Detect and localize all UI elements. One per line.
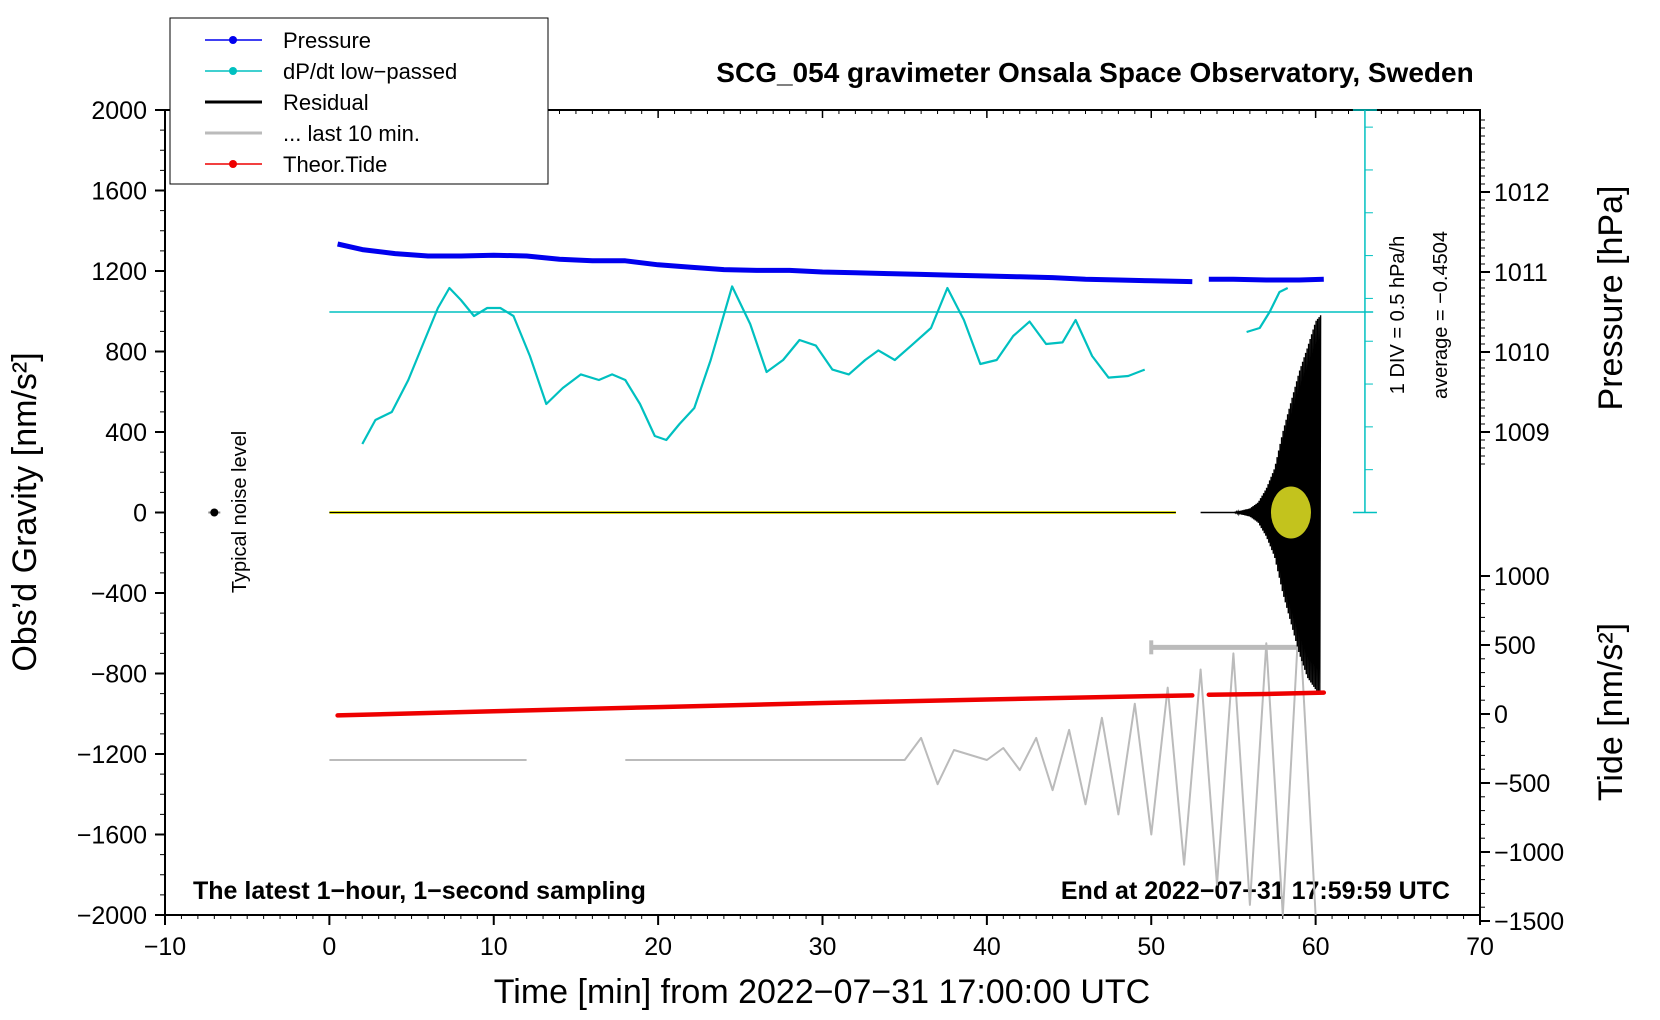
tide-line xyxy=(1206,690,1327,697)
x-tick-label: 10 xyxy=(480,933,508,961)
pressure-tick-label: 1009 xyxy=(1494,419,1550,447)
residual-oscillation xyxy=(1200,315,1322,694)
dpdt-average-label: average = −0.4504 xyxy=(1430,231,1452,399)
y-axis-label-left: Obs’d Gravity [nm/s²] xyxy=(6,352,44,671)
y-tick-label: −400 xyxy=(91,580,147,608)
legend-label: ... last 10 min. xyxy=(283,121,420,146)
y-tick-label: 400 xyxy=(105,419,147,447)
x-tick-label: 30 xyxy=(809,933,837,961)
tide-tick-label: 500 xyxy=(1494,632,1536,660)
y-tick-label: −1600 xyxy=(77,822,147,850)
legend-marker xyxy=(229,67,237,75)
y-axis-label-tide: Tide [nm/s²] xyxy=(1592,623,1630,801)
dpdt-line xyxy=(361,285,1146,445)
noise-dot xyxy=(210,508,219,517)
y-tick-label: 0 xyxy=(133,500,147,528)
dpdt-scale-label: 1 DIV = 0.5 hPa/h xyxy=(1387,236,1409,394)
tide-tick-label: −1000 xyxy=(1494,839,1564,867)
pressure-line xyxy=(337,241,1193,285)
pressure-tick-label: 1011 xyxy=(1494,259,1548,287)
y-tick-label: −2000 xyxy=(77,902,147,930)
y-tick-label: 1600 xyxy=(91,178,147,206)
x-tick-label: 60 xyxy=(1302,933,1330,961)
axis-ticks: −10 0 10 20 30 40 50 60 70 2000 1600 1200 800 400 0 −40… xyxy=(77,97,1564,961)
residual-yellow-blob xyxy=(1270,486,1311,539)
series-layer xyxy=(208,109,1377,916)
x-tick-label: 0 xyxy=(322,933,336,961)
tide-line xyxy=(335,693,1195,718)
legend-label: Pressure xyxy=(283,28,371,53)
x-tick-label: 50 xyxy=(1137,933,1165,961)
y-tick-label: −800 xyxy=(91,661,147,689)
dpdt-line xyxy=(1246,287,1289,334)
tide-tick-label: 1000 xyxy=(1494,563,1550,591)
y-tick-label: 2000 xyxy=(91,97,147,125)
legend-label: Residual xyxy=(283,90,369,115)
y-tick-label: −1200 xyxy=(77,741,147,769)
tide-tick-label: −500 xyxy=(1494,770,1550,798)
noise-label: Typical noise level xyxy=(229,431,251,593)
legend-label: dP/dt low−passed xyxy=(283,59,457,84)
tide-tick-label: −1500 xyxy=(1494,908,1564,936)
y-tick-label: 1200 xyxy=(91,258,147,286)
legend-marker xyxy=(229,160,237,168)
x-tick-label: 40 xyxy=(973,933,1001,961)
pressure-line xyxy=(1208,276,1324,283)
y-tick-label: 800 xyxy=(105,339,147,367)
legend-marker xyxy=(229,36,237,44)
x-tick-label: 20 xyxy=(644,933,672,961)
x-axis-label: Time [min] from 2022−07−31 17:00:00 UTC xyxy=(494,973,1150,1011)
x-tick-label: 70 xyxy=(1466,933,1494,961)
pressure-tick-label: 1010 xyxy=(1494,339,1550,367)
tide-tick-label: 0 xyxy=(1494,701,1508,729)
last10-line xyxy=(625,612,1317,916)
sampling-note: The latest 1−hour, 1−second sampling xyxy=(193,877,646,905)
legend-label: Theor.Tide xyxy=(283,152,387,177)
pressure-tick-label: 1012 xyxy=(1494,179,1550,207)
end-time-note: End at 2022−07−31 17:59:59 UTC xyxy=(1061,877,1450,905)
x-tick-label: −10 xyxy=(144,933,186,961)
chart-title: SCG_054 gravimeter Onsala Space Observat… xyxy=(716,57,1473,88)
legend: Pressure dP/dt low−passed Residual ... last… xyxy=(169,17,549,185)
y-axis-label-pressure: Pressure [hPa] xyxy=(1592,186,1630,411)
legend-items: Pressure dP/dt low−passed Residual ... last… xyxy=(205,28,457,177)
